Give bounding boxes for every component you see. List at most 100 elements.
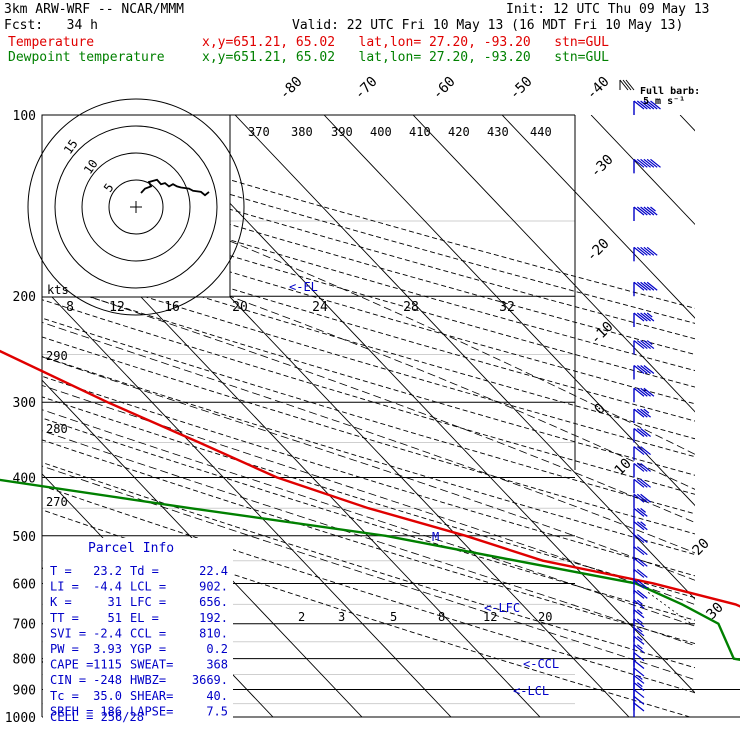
- theta-label: 280: [46, 422, 68, 436]
- wind-barb: [633, 462, 651, 478]
- temperature-profile: [0, 349, 740, 608]
- parcel-value: 23.2: [93, 564, 122, 578]
- theta-label: 420: [448, 125, 470, 139]
- wind-barb: [633, 281, 658, 297]
- parcel-key: SHEAR=: [130, 689, 173, 703]
- parcel-key: PW =: [50, 642, 79, 656]
- parcel-value: 7.5: [206, 704, 228, 718]
- isotherm-label: -80: [277, 74, 306, 103]
- isotherm-label: 20: [690, 536, 713, 559]
- parcel-key: LCL =: [130, 580, 166, 594]
- parcel-value: 22.4: [199, 564, 228, 578]
- isotherm-label: -40: [584, 74, 613, 103]
- speed-tick-label: 28: [403, 300, 419, 315]
- isotherm-label: 0: [592, 401, 609, 418]
- pressure-tick-label: 700: [13, 618, 36, 633]
- mixing-ratio-label: 8: [438, 610, 445, 624]
- dewpoint-legend: Dewpoint temperature: [8, 50, 165, 65]
- isotherm-line: [590, 115, 695, 226]
- speed-tick-label: 32: [499, 300, 515, 315]
- temperature-location: x,y=651.21, 65.02 lat,lon= 27.20, -93.20…: [202, 35, 609, 50]
- isotherm-line: [145, 115, 695, 694]
- parcel-value: 192.: [199, 611, 228, 625]
- isotherm-label: -30: [588, 152, 617, 181]
- parcel-value: 186: [100, 704, 122, 718]
- hodograph: [27, 98, 245, 316]
- parcel-key: SREH =: [50, 704, 93, 718]
- theta-label: 400: [370, 125, 392, 139]
- parcel-value: 0.2: [206, 642, 228, 656]
- barb-legend-units: 5 m s⁻¹: [643, 96, 685, 107]
- forecast-hour: Fcst: 34 h: [4, 18, 98, 33]
- wind-barb: [633, 478, 651, 494]
- dewpoint-profile: [0, 478, 740, 661]
- level-annotation: <-CCL: [523, 657, 559, 671]
- wind-barb: [633, 206, 658, 222]
- parcel-value: 40.: [206, 689, 228, 703]
- mixing-ratio-label: 3: [338, 610, 345, 624]
- parcel-key: K =: [50, 595, 72, 609]
- wind-barb: [633, 246, 658, 262]
- parcel-key: SWEAT=: [130, 658, 173, 672]
- parcel-value: 35.0: [93, 689, 122, 703]
- dewpoint-location: x,y=651.21, 65.02 lat,lon= 27.20, -93.20…: [202, 50, 609, 65]
- wind-barb: [633, 557, 648, 573]
- wind-barb: [633, 365, 655, 380]
- wind-barbs: [633, 100, 661, 717]
- isotherm-label: -20: [584, 236, 613, 265]
- mixing-ratio-label: 2: [298, 610, 305, 624]
- level-annotation: <-LCL: [513, 684, 549, 698]
- pressure-tick-label: 800: [13, 653, 36, 668]
- theta-label: 410: [409, 125, 431, 139]
- pressure-tick-label: 200: [13, 290, 36, 305]
- isotherm-line: [42, 285, 452, 717]
- cell-motion: CELL = 256/28: [50, 710, 144, 724]
- isotherm-label: -10: [588, 319, 617, 348]
- parcel-info-panel: [43, 538, 233, 720]
- parcel-key: HWBZ=: [130, 673, 166, 687]
- isotherm-label: 10: [612, 456, 635, 479]
- parcel-key: CCL =: [130, 626, 166, 640]
- wind-barb: [633, 340, 655, 355]
- isotherm-line: [501, 115, 695, 319]
- wind-barb: [633, 387, 655, 403]
- level-annotation: M: [432, 530, 439, 544]
- theta-label: 290: [46, 349, 68, 363]
- parcel-value: -248: [93, 673, 122, 687]
- pressure-tick-label: 900: [13, 683, 36, 698]
- wind-barb: [633, 312, 655, 328]
- isotherm-line: [234, 115, 695, 600]
- theta-label: 440: [530, 125, 552, 139]
- parcel-key: LFC =: [130, 595, 166, 609]
- parcel-value: 810.: [199, 626, 228, 640]
- speed-tick-label: 12: [109, 300, 125, 315]
- parcel-key: TT =: [50, 611, 79, 625]
- parcel-value: 656.: [199, 595, 228, 609]
- hodograph-ring-label: 15: [61, 137, 81, 157]
- parcel-value: 1115: [93, 658, 122, 672]
- mixing-ratio-label: 5: [390, 610, 397, 624]
- level-annotation: <-EL: [289, 280, 318, 294]
- isotherm-line: [412, 115, 695, 413]
- wind-barb: [633, 428, 651, 443]
- hodograph-trace: [140, 178, 210, 197]
- parcel-info-title: Parcel Info: [88, 541, 174, 556]
- wind-barb: [633, 100, 661, 115]
- parcel-value: 368: [206, 658, 228, 672]
- parcel-key: CAPE =: [50, 658, 93, 672]
- parcel-key: SVI =: [50, 626, 86, 640]
- isotherm-label: -60: [430, 74, 459, 103]
- isotherm-label: -70: [352, 74, 381, 103]
- isotherm-line: [0, 115, 6, 717]
- parcel-key: CIN =: [50, 673, 86, 687]
- wind-barb: [633, 534, 648, 549]
- barb-legend: Full barb:: [640, 86, 700, 97]
- pressure-tick-label: 500: [13, 530, 36, 545]
- isotherm-line: [323, 115, 695, 507]
- parcel-value: 51: [108, 611, 122, 625]
- speed-tick-label: 20: [232, 300, 248, 315]
- isotherm-line: [42, 379, 363, 717]
- hodograph-ring-label: 10: [81, 157, 101, 177]
